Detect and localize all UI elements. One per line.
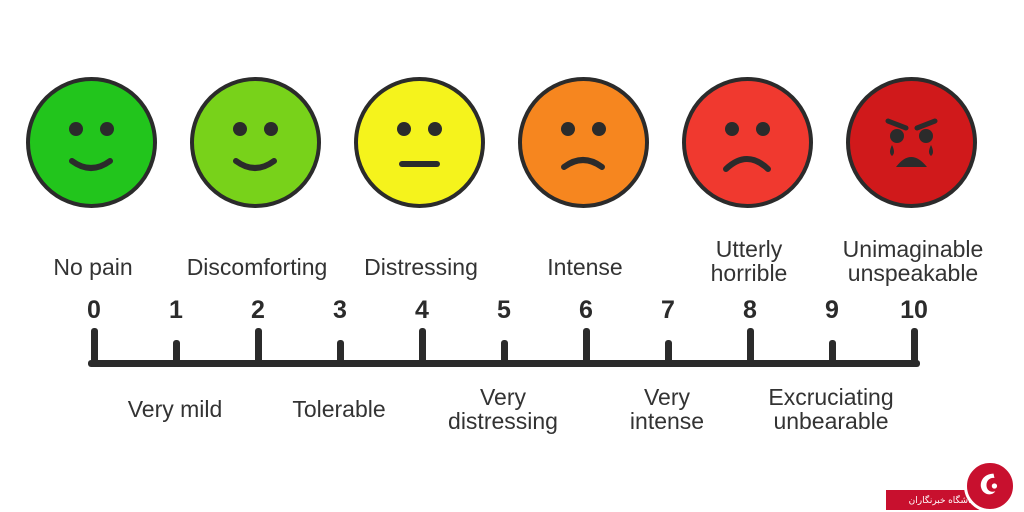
scale-number: 4 [415, 296, 429, 324]
minor-tick [501, 340, 508, 367]
scale-number: 2 [251, 296, 265, 324]
major-tick [91, 328, 98, 367]
bottom-label: Tolerable [292, 396, 386, 422]
minor-tick [665, 340, 672, 367]
scale-number: 7 [661, 296, 675, 324]
scale-number: 0 [87, 296, 101, 324]
frowning-face-icon [518, 77, 649, 208]
minor-tick [337, 340, 344, 367]
top-label: Discomforting [186, 254, 328, 280]
crying-face-icon [846, 77, 977, 208]
top-label: Utterly horrible [710, 236, 788, 286]
bottom-label: Excruciating unbearable [768, 384, 894, 434]
scale-number: 9 [825, 296, 839, 324]
scale-number: 8 [743, 296, 757, 324]
minor-tick [173, 340, 180, 367]
watermark-logo: باشگاه خبرنگاران [886, 458, 1024, 512]
top-label: Unimaginable unspeakable [842, 236, 984, 286]
top-label: Intense [547, 254, 623, 280]
neutral-face-icon [354, 77, 485, 208]
scale-number: 1 [169, 296, 183, 324]
smiling-face-icon [190, 77, 321, 208]
minor-tick [829, 340, 836, 367]
scale-number: 6 [579, 296, 593, 324]
major-tick [419, 328, 426, 367]
major-tick [255, 328, 262, 367]
major-tick [911, 328, 918, 367]
sad-face-icon [682, 77, 813, 208]
watermark-emblem-icon [964, 460, 1016, 512]
scale-number: 3 [333, 296, 347, 324]
smiling-face-icon [26, 77, 157, 208]
scale-number: 5 [497, 296, 511, 324]
top-label: Distressing [364, 254, 478, 280]
bottom-label: Very intense [629, 384, 705, 434]
major-tick [583, 328, 590, 367]
scale-number: 10 [900, 296, 928, 324]
major-tick [747, 328, 754, 367]
bottom-label: Very distressing [448, 384, 558, 434]
top-label: No pain [53, 254, 133, 280]
bottom-label: Very mild [127, 396, 223, 422]
